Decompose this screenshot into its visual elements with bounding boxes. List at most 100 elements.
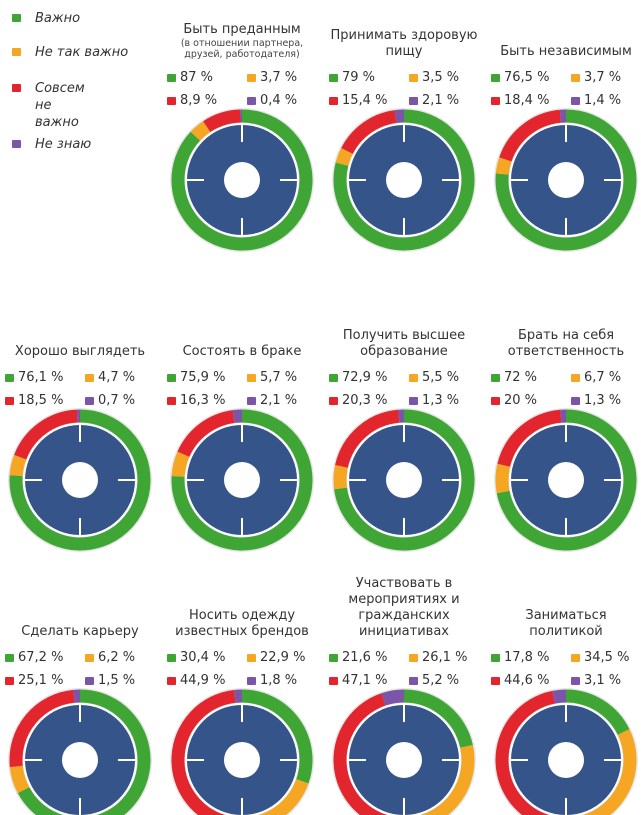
value-item: 3,5 % (409, 70, 459, 85)
value-icon (5, 373, 14, 382)
value-item: 2,1 % (247, 393, 297, 408)
donut-segment (9, 409, 151, 551)
value-icon (247, 396, 256, 405)
value-icon (247, 676, 256, 685)
value-icon (329, 73, 338, 82)
value-label: 67,2 % (18, 650, 64, 665)
value-icon (491, 73, 500, 82)
value-item: 6,2 % (85, 650, 135, 665)
value-icon (85, 396, 94, 405)
value-label: 16,3 % (180, 393, 226, 408)
icon (224, 162, 260, 198)
icon (386, 742, 422, 778)
value-icon (167, 373, 176, 382)
value-icon (409, 373, 418, 382)
donut-segment (190, 121, 211, 141)
value-icon (329, 653, 338, 662)
title-text: Сделать карьеру (21, 624, 139, 639)
item-title: Получить высшее образование (326, 302, 482, 360)
item-title: Сделать карьеру (2, 582, 158, 640)
legend-item: Важно (12, 10, 132, 27)
value-item: 44,9 % (167, 673, 225, 688)
value-label: 47,1 % (342, 673, 388, 688)
value-icon (491, 96, 500, 105)
value-item: 1,3 % (409, 393, 459, 408)
value-icon (167, 396, 176, 405)
value-icon (167, 96, 176, 105)
value-icon (167, 676, 176, 685)
donut-segment (497, 409, 562, 467)
value-icon (491, 653, 500, 662)
value-icon (167, 73, 176, 82)
value-item: 30,4 % (167, 650, 225, 665)
value-item: 5,5 % (409, 370, 459, 385)
value-item: 22,9 % (247, 650, 305, 665)
value-label: 15,4 % (342, 93, 388, 108)
value-label: 34,5 % (584, 650, 630, 665)
value-icon (571, 373, 580, 382)
value-label: 5,2 % (422, 673, 460, 688)
donut-segment (333, 465, 348, 490)
item-title: Носить одежду известных брендов (164, 582, 320, 640)
value-label: 2,1 % (260, 393, 298, 408)
donut-segment (582, 729, 637, 815)
donut-segment (9, 454, 27, 477)
value-label: 3,1 % (584, 673, 622, 688)
icon (224, 462, 260, 498)
value-item: 4,7 % (85, 370, 135, 385)
donut-segment (335, 409, 400, 469)
legend-label: Не знаю (35, 137, 92, 152)
value-label: 26,1 % (422, 650, 468, 665)
value-icon (491, 373, 500, 382)
legend-item: Совсем не важно (12, 80, 92, 131)
value-item: 25,1 % (5, 673, 63, 688)
title-text: Состоять в браке (182, 344, 302, 359)
value-label: 1,3 % (584, 393, 622, 408)
value-icon (409, 73, 418, 82)
value-item: 18,4 % (491, 93, 549, 108)
value-item: 1,8 % (247, 673, 297, 688)
value-label: 20,3 % (342, 393, 388, 408)
value-icon (167, 653, 176, 662)
value-label: 87 % (180, 70, 214, 85)
value-icon (85, 676, 94, 685)
item-title: Заниматься политикой (488, 582, 641, 640)
value-item: 16,3 % (167, 393, 225, 408)
value-item: 0,7 % (85, 393, 135, 408)
value-icon (247, 73, 256, 82)
value-item: 1,3 % (571, 393, 621, 408)
value-label: 1,8 % (260, 673, 298, 688)
value-label: 1,5 % (98, 673, 136, 688)
value-item: 67,2 % (5, 650, 63, 665)
value-icon (571, 396, 580, 405)
icon (224, 742, 260, 778)
value-label: 3,7 % (584, 70, 622, 85)
value-label: 0,4 % (260, 93, 298, 108)
value-label: 79 % (342, 70, 376, 85)
value-item: 1,4 % (571, 93, 621, 108)
donut-segment (552, 689, 567, 704)
value-item: 72 % (491, 370, 537, 385)
value-icon (329, 396, 338, 405)
value-icon (329, 96, 338, 105)
value-label: 1,3 % (422, 393, 460, 408)
value-label: 3,7 % (260, 70, 298, 85)
donut-segment (232, 409, 243, 424)
value-item: 17,8 % (491, 650, 549, 665)
item-title: Быть независимым (488, 2, 641, 60)
donut-segment (171, 689, 236, 815)
value-icon (247, 96, 256, 105)
donut-segment (9, 765, 30, 794)
legend-icon (12, 84, 21, 92)
title-text: Участвовать в мероприятиях и гражданских… (348, 576, 460, 639)
value-item: 20 % (491, 393, 537, 408)
donut-segment (17, 689, 151, 815)
value-item: 87 % (167, 70, 213, 85)
value-item: 34,5 % (571, 650, 629, 665)
donut-segment (177, 410, 235, 458)
donut-segment (565, 689, 630, 736)
value-item: 75,9 % (167, 370, 225, 385)
value-item: 3,7 % (571, 70, 621, 85)
value-label: 18,4 % (504, 93, 550, 108)
